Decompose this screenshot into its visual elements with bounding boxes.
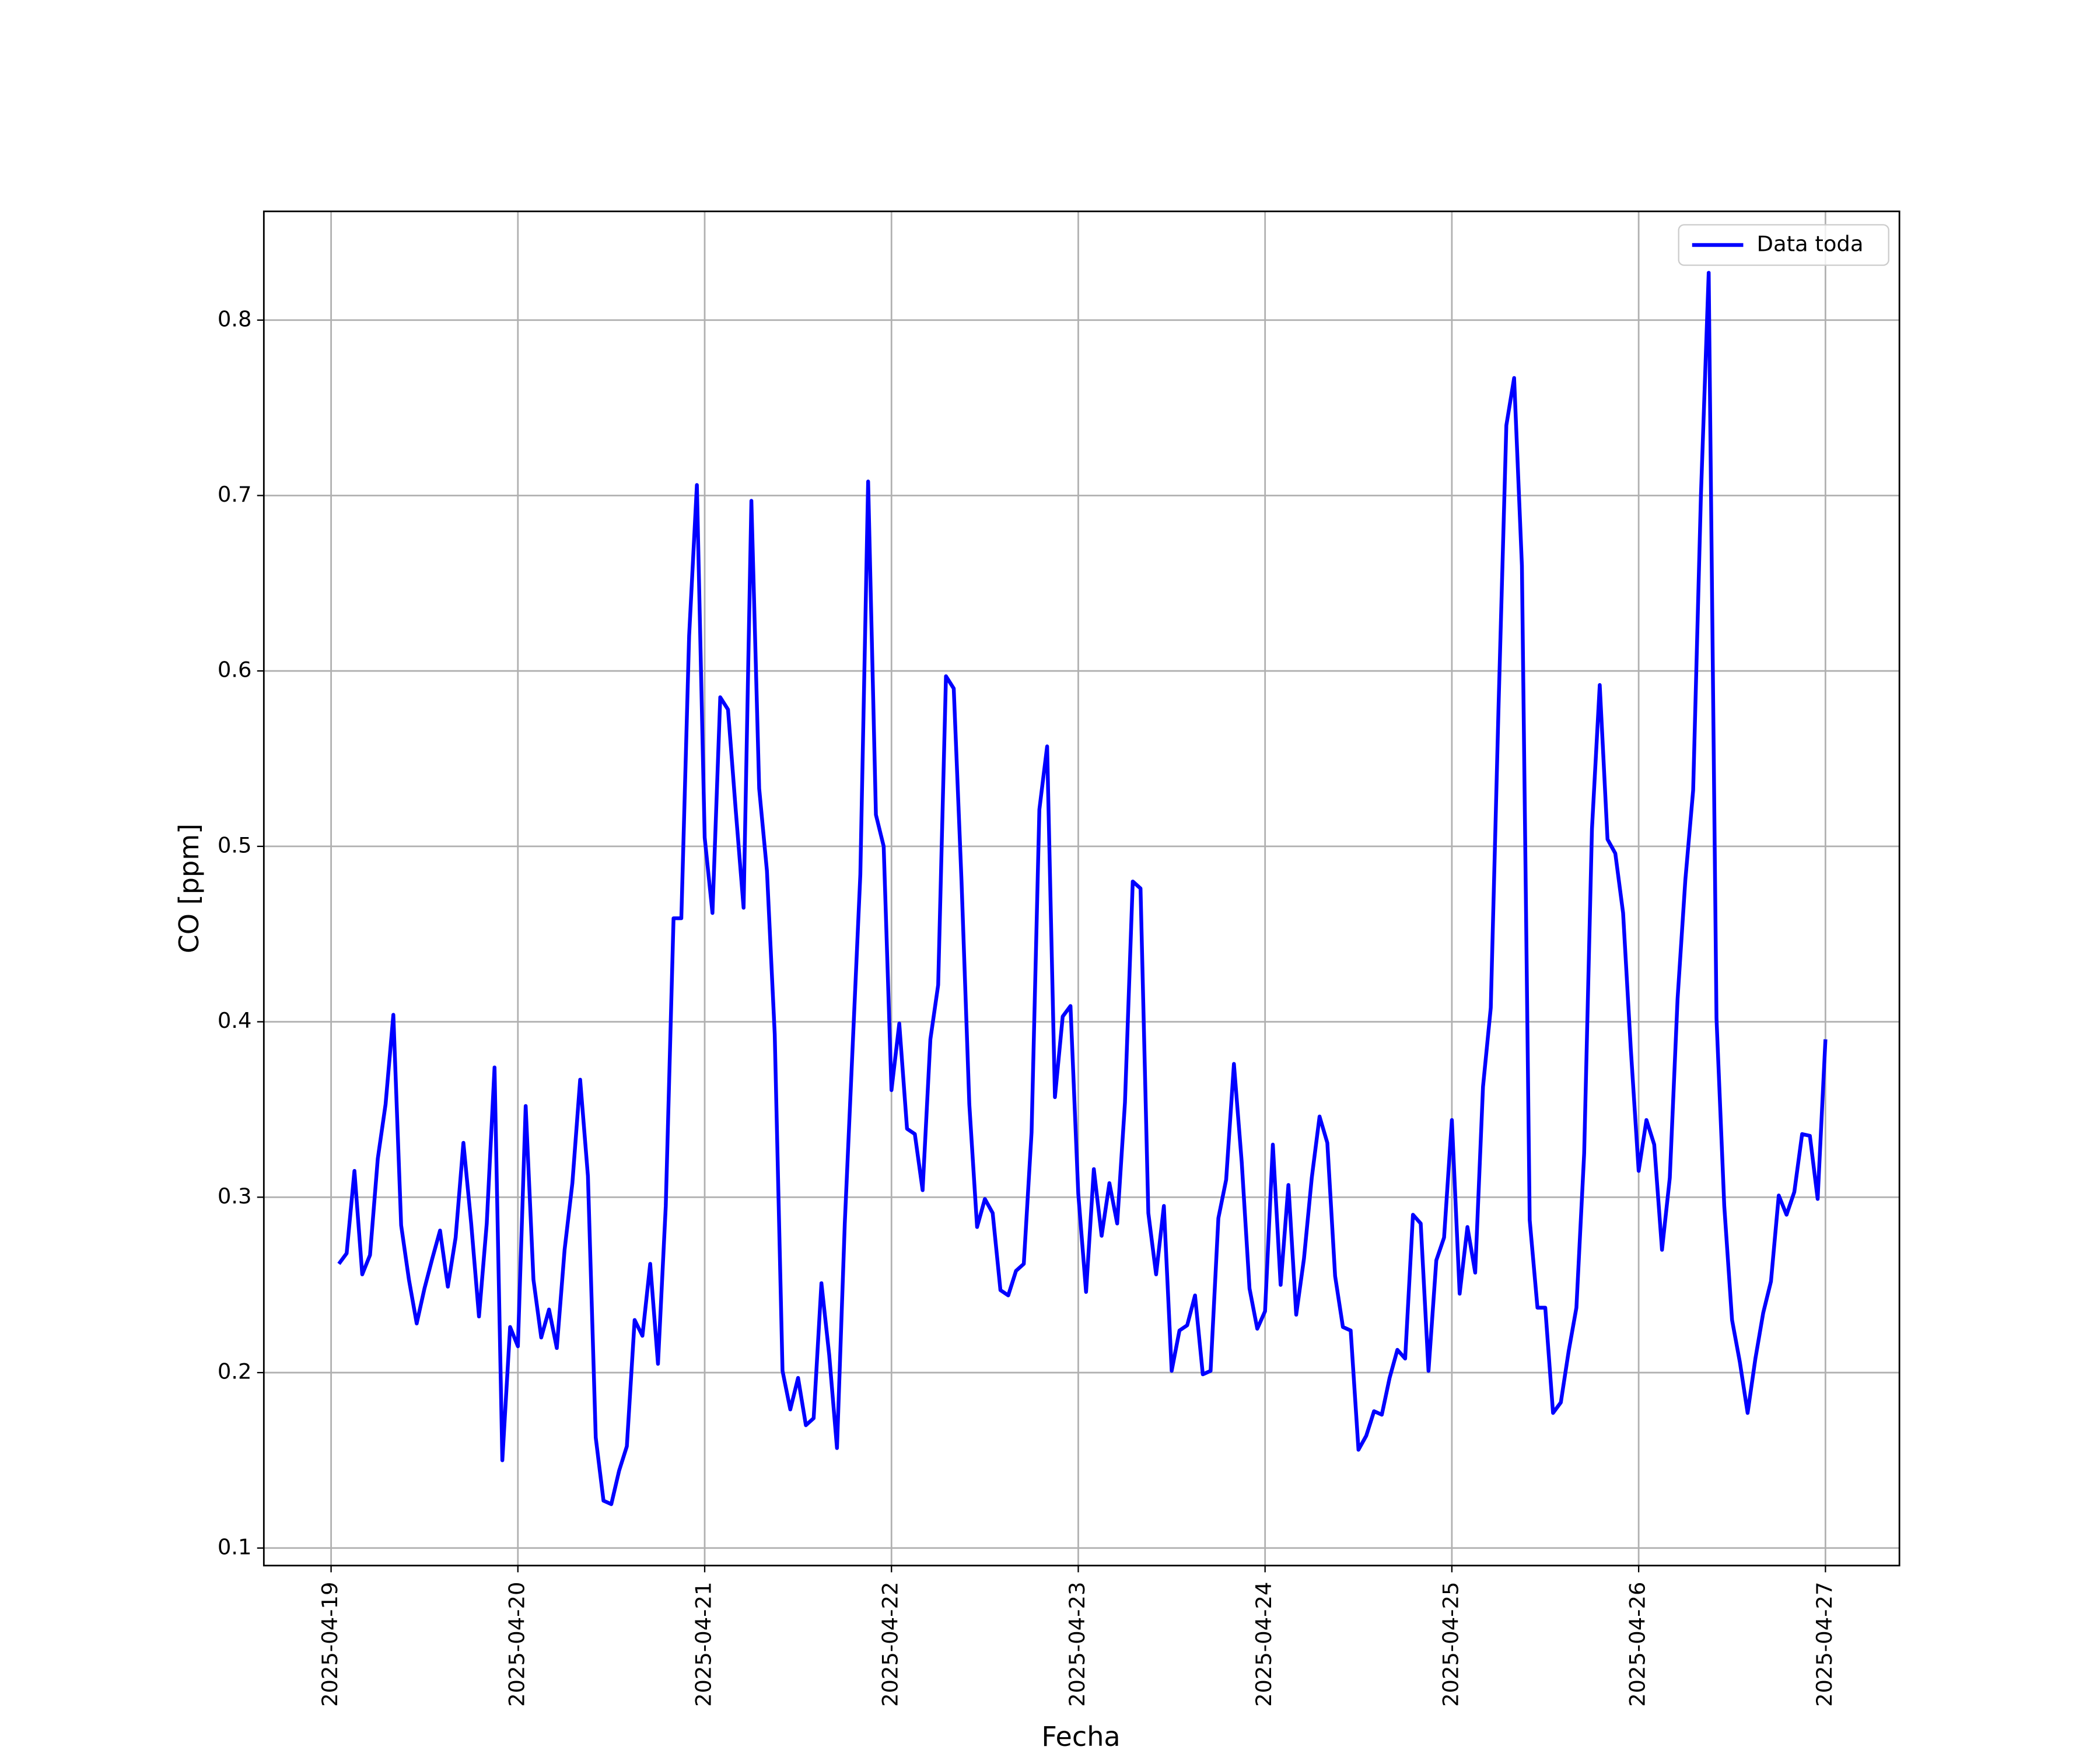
x-tick-label: 2025-04-20 [504,1582,529,1707]
legend-label: Data toda [1757,232,1864,257]
y-tick-label: 0.7 [218,482,252,507]
x-tick-label: 2025-04-24 [1251,1582,1276,1707]
x-tick-label: 2025-04-21 [691,1582,716,1707]
legend-box [1678,224,1889,266]
y-axis-label: CO [ppm] [173,824,205,954]
y-tick-label: 0.8 [218,306,252,331]
x-axis-label: Fecha [1041,1721,1120,1750]
y-tick-label: 0.4 [218,1008,252,1033]
y-tick-label: 0.5 [218,832,252,858]
y-tick-label: 0.1 [218,1534,252,1559]
x-tick-label: 2025-04-19 [317,1582,342,1707]
x-tick-label: 2025-04-23 [1065,1582,1090,1707]
x-tick-label: 2025-04-26 [1625,1582,1650,1707]
data-line [337,271,1828,1506]
y-tick-label: 0.2 [218,1359,252,1384]
x-tick-label: 2025-04-27 [1812,1582,1837,1707]
x-tick-label: 2025-04-22 [878,1582,903,1707]
y-tick-label: 0.3 [218,1184,252,1209]
x-tick-label: 2025-04-25 [1438,1582,1463,1707]
axes-frame [262,210,1901,1567]
y-tick-label: 0.6 [218,657,252,682]
